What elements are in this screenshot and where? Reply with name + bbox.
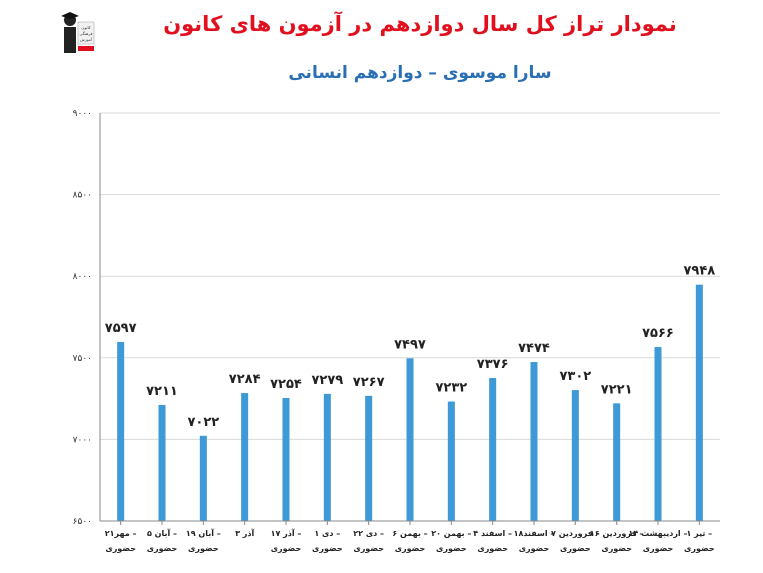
x-tick-label: حضوری	[477, 544, 508, 553]
svg-text:فرهنگی: فرهنگی	[80, 31, 93, 36]
x-tick-label: ۱۷ آذر –	[271, 528, 302, 538]
data-label: ۷۲۷۹	[311, 373, 343, 388]
x-tick-label: ۲۰ بهمن –	[431, 529, 471, 538]
data-label: ۷۵۶۶	[642, 326, 674, 341]
data-label: ۷۲۵۴	[270, 377, 302, 392]
chart-title: نمودار تراز کل سال دوازدهم در آزمون های …	[163, 12, 677, 36]
data-label: ۷۲۶۷	[353, 375, 385, 390]
svg-text:آموزش: آموزش	[80, 37, 93, 42]
x-tick-label: حضوری	[601, 544, 632, 553]
x-tick-label: حضوری	[519, 544, 550, 553]
chart-subtitle: سارا موسوی – دوازدهم انسانی	[288, 63, 552, 83]
bar	[406, 358, 414, 521]
x-tick-label: حضوری	[643, 544, 674, 553]
x-tick-label: ۱۸اسفند –	[514, 529, 555, 538]
data-label: ۷۲۱۱	[146, 384, 178, 399]
bar	[447, 401, 455, 521]
bar	[695, 284, 703, 521]
x-tick-label: حضوری	[395, 544, 426, 553]
data-label: ۷۴۷۴	[518, 341, 550, 356]
x-tick-label: ۵ آبان –	[147, 528, 177, 538]
data-label: ۷۵۹۷	[105, 321, 137, 336]
x-tick-label: حضوری	[271, 544, 302, 553]
x-tick-label: ۲۲ دی –	[353, 529, 384, 538]
y-tick-label: ۷۰۰۰	[73, 435, 92, 445]
x-tick-label: حضوری	[188, 544, 219, 553]
kanoon-logo-icon: کانون فرهنگی آموزش	[58, 10, 96, 58]
x-tick-label: ۱ دی –	[314, 529, 340, 538]
data-label: ۷۲۳۲	[435, 381, 467, 396]
x-tick-label: ۴ اسفند –	[473, 529, 512, 538]
bar	[199, 435, 207, 521]
x-tick-label: ۱۹ آبان –	[186, 528, 221, 538]
data-label: ۷۴۹۷	[394, 337, 426, 352]
y-tick-label: ۸۵۰۰	[73, 191, 92, 201]
bar	[365, 395, 373, 521]
bar	[571, 390, 579, 521]
x-tick-label: ۷ فروردین –	[551, 529, 600, 538]
data-label: ۷۰۲۲	[187, 415, 219, 430]
axis-layer: ۶۵۰۰ ۷۰۰۰ ۷۵۰۰ ۸۰۰۰ ۸۵۰۰ ۹۰۰۰ ۲۱مهر – حضوری ۵ آب…	[73, 109, 720, 553]
x-tick-label: حضوری	[436, 544, 467, 553]
x-tick-label: حضوری	[353, 544, 384, 553]
x-tick-label: حضوری	[312, 544, 343, 553]
x-tick-label: ۶ بهمن –	[392, 529, 427, 538]
bar	[489, 378, 497, 521]
bar	[323, 393, 331, 521]
data-label: ۷۳۰۲	[559, 369, 591, 384]
y-tick-label: ۹۰۰۰	[73, 109, 92, 119]
x-tick-label: ۳ آذر	[235, 528, 254, 538]
bar-layer	[117, 284, 703, 521]
x-tick-label: حضوری	[684, 544, 715, 553]
bar	[654, 347, 662, 521]
bar	[282, 397, 290, 521]
y-tick-label: ۸۰۰۰	[73, 272, 92, 282]
x-tick-label: حضوری	[147, 544, 178, 553]
data-label: ۷۳۷۶	[477, 357, 509, 372]
bar	[613, 403, 621, 521]
x-tick-label: ۱۶ فروردین –	[590, 529, 643, 538]
bar	[117, 341, 125, 521]
data-label: ۷۲۲۱	[601, 382, 633, 397]
x-tick-label: حضوری	[105, 544, 136, 553]
data-label: ۷۹۴۸	[683, 264, 715, 279]
x-tick-label: ۱۴ اردیبهشت –	[629, 529, 688, 538]
bar	[241, 393, 249, 521]
y-tick-label: ۷۵۰۰	[73, 354, 92, 364]
label-layer: ۷۵۹۷ ۷۲۱۱ ۷۰۲۲ ۷۲۸۴ ۷۲۵۴ ۷۲۷۹ ۷۲۶۷ ۷۴۹۷ ۷۲۳۲ ۷۳۷۶…	[105, 264, 715, 430]
y-tick-label: ۶۵۰۰	[73, 517, 92, 527]
x-tick-label: حضوری	[560, 544, 591, 553]
bar	[158, 404, 166, 521]
svg-text:کانون: کانون	[81, 25, 90, 30]
x-tick-label: ۲۱مهر –	[105, 529, 137, 538]
data-label: ۷۲۸۴	[229, 372, 261, 387]
bar	[530, 362, 538, 521]
x-tick-label: ۱ تیر –	[686, 529, 712, 538]
